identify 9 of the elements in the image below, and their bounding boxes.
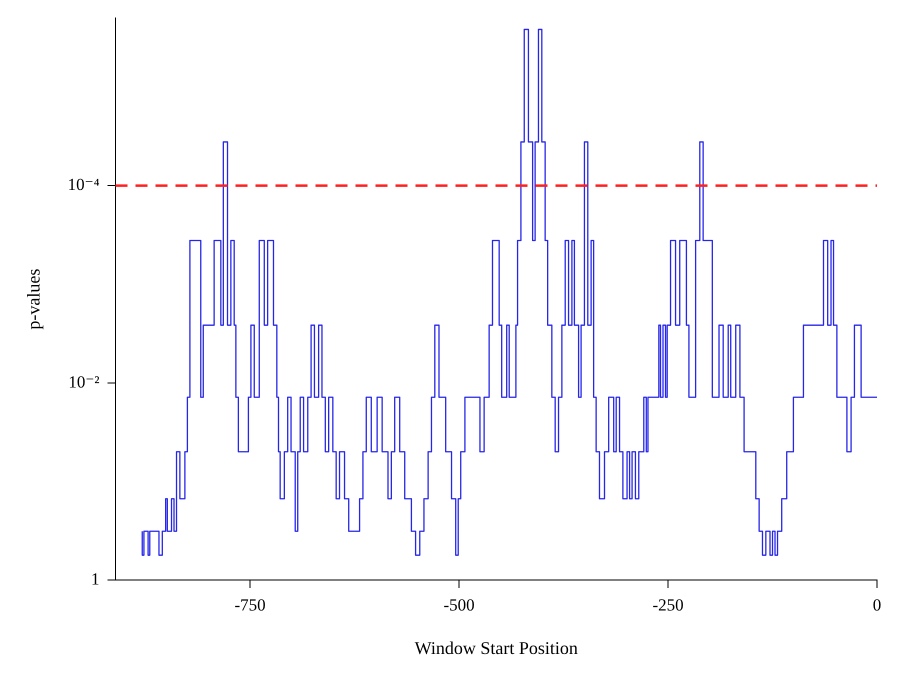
x-tick-label: -250 [652, 596, 684, 615]
y-axis-title: p-values [24, 268, 44, 330]
x-axis-title: Window Start Position [414, 638, 578, 658]
x-tick-label: -500 [443, 596, 475, 615]
y-tick-label: 1 [91, 569, 100, 588]
x-tick-label: 0 [872, 596, 882, 615]
x-tick-label: -750 [234, 596, 266, 615]
y-tick-label: 10⁻⁴ [68, 175, 100, 194]
y-tick-label: 10⁻² [68, 372, 100, 392]
